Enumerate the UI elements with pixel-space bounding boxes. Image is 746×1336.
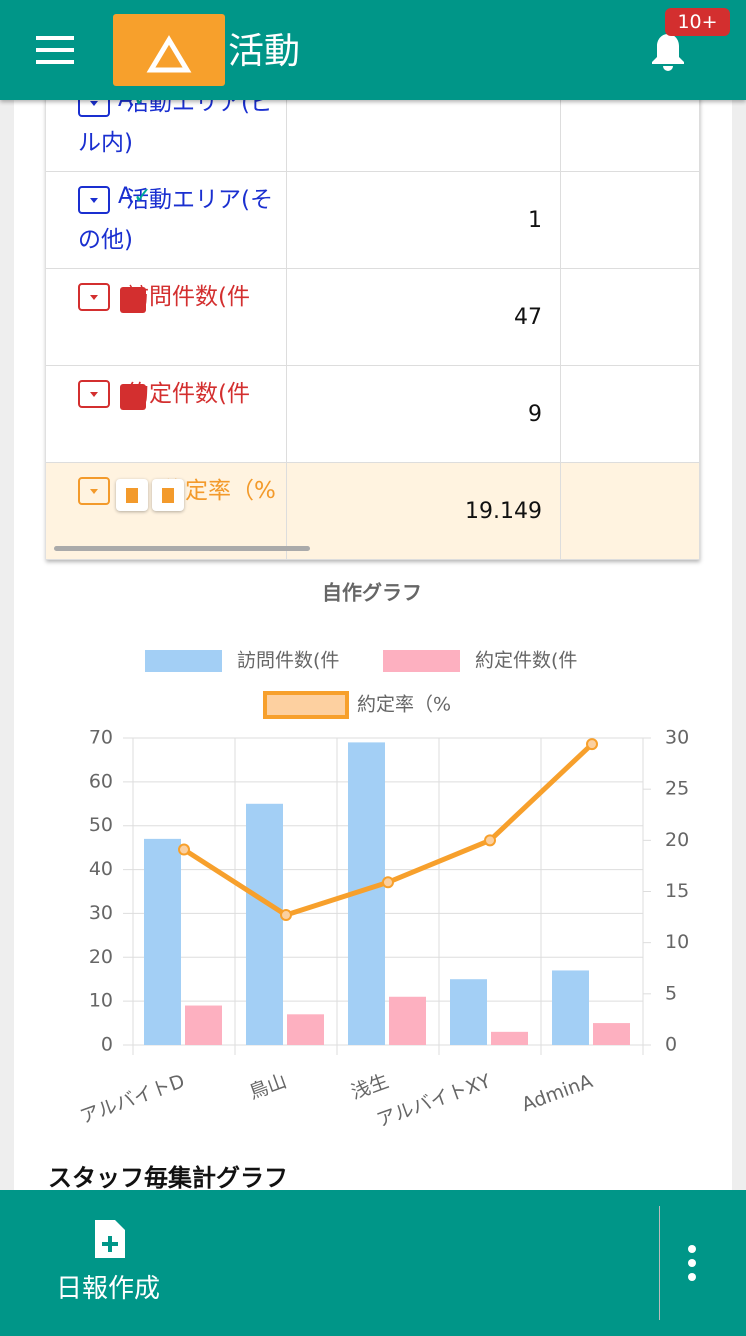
bar (144, 838, 181, 1045)
value-cell: 1 (287, 172, 561, 269)
y-tick-label: 20 (89, 946, 113, 968)
y2-tick-label: 30 (665, 727, 689, 749)
y2-tick-label: 25 (665, 778, 689, 800)
add-report-icon[interactable] (93, 1218, 127, 1260)
spell-icon: A✓ (118, 184, 152, 209)
y-tick-label: 50 (89, 814, 113, 836)
legend-label: 約定率（% (357, 694, 451, 716)
bar (593, 1023, 630, 1045)
y-tick-label: 0 (101, 1034, 113, 1056)
badge: 10+ (665, 8, 730, 36)
bell-icon[interactable] (650, 32, 686, 72)
point (484, 834, 496, 847)
y-tick-label: 30 (89, 902, 113, 924)
section-title: スタッフ毎集計グラフ (48, 1164, 288, 1192)
point (178, 843, 190, 856)
y2-tick-label: 0 (665, 1034, 677, 1056)
label-cell: 約定率（% (46, 463, 287, 560)
menu-icon[interactable] (36, 36, 74, 64)
bar (185, 1005, 222, 1045)
divider (659, 1206, 660, 1320)
delete-button[interactable] (116, 479, 148, 511)
row-label: 活動エリア(その他) (78, 187, 273, 253)
dropdown[interactable] (78, 380, 110, 408)
y2-tick-label: 15 (665, 880, 689, 902)
logo[interactable] (113, 14, 225, 86)
line (182, 742, 594, 918)
bar (389, 996, 426, 1045)
bar (491, 1031, 528, 1045)
calc-icon (120, 287, 146, 313)
row-label: 訪問件数(件 (126, 284, 250, 310)
value-cell: 47 (287, 269, 561, 366)
y-tick-label: 40 (89, 858, 113, 880)
bar (246, 803, 283, 1045)
x-tick-label: アルバイトXY (374, 1070, 494, 1132)
x-tick-label: AdminA (519, 1070, 596, 1116)
legend-label: 約定件数(件 (475, 650, 577, 672)
dropdown[interactable] (78, 283, 110, 311)
header: 活動 10+ (0, 0, 746, 100)
y-tick-label: 10 (89, 990, 113, 1012)
bar (552, 970, 589, 1045)
legend-swatch (145, 650, 222, 672)
empty-cell (561, 366, 700, 463)
empty-cell (561, 172, 700, 269)
value-cell: 19.149 (287, 463, 561, 560)
more-icon[interactable] (686, 1245, 698, 1281)
bar (450, 979, 487, 1045)
y-tick-label: 70 (89, 727, 113, 749)
point (382, 876, 394, 889)
y2-tick-label: 20 (665, 829, 689, 851)
row-label: 約定件数(件 (126, 381, 250, 407)
chart-title: 自作グラフ (322, 581, 422, 605)
legend-label: 訪問件数(件 (237, 650, 339, 672)
empty-cell (561, 269, 700, 366)
point (280, 909, 292, 922)
label-cell: 約定件数(件 (46, 366, 287, 463)
y2-tick-label: 10 (665, 931, 689, 953)
legend-swatch (383, 650, 460, 672)
empty-cell (561, 463, 700, 560)
footer-button[interactable]: 日報作成 (56, 1274, 161, 1304)
label-cell: 訪問件数(件 (46, 269, 287, 366)
value-cell: 9 (287, 366, 561, 463)
dropdown[interactable] (78, 186, 110, 214)
y-tick-label: 60 (89, 770, 113, 792)
calc-icon (120, 384, 146, 410)
header-title: 活動 (228, 31, 301, 72)
label-cell: 活動エリア(その他) A✓ (46, 172, 287, 269)
x-tick-label: アルバイトD (77, 1070, 187, 1128)
x-tick-label: 鳥山 (246, 1070, 289, 1104)
scrollbar (54, 546, 310, 551)
point (586, 738, 598, 751)
legend-swatch (263, 691, 349, 719)
y2-tick-label: 5 (665, 982, 677, 1004)
bar (287, 1014, 324, 1045)
table: 活動エリア(ビル内)A✓活動エリア(その他)A✓1訪問件数(件47約定件数(件9… (46, 75, 700, 560)
edit-button[interactable] (152, 479, 184, 511)
footer: 日報作成 (0, 1190, 746, 1336)
dropdown[interactable] (78, 477, 110, 505)
x-tick-label: 浅生 (348, 1070, 391, 1104)
